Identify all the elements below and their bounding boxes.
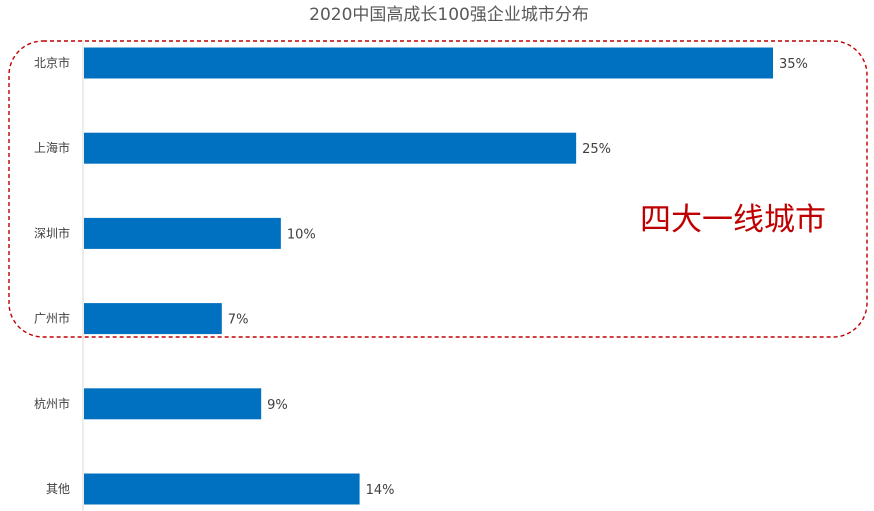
bar	[84, 473, 360, 505]
data-label: 35%	[779, 57, 808, 72]
category-label: 广州市	[34, 311, 70, 326]
category-label: 其他	[46, 482, 70, 496]
data-label: 9%	[267, 398, 288, 413]
bar	[84, 303, 222, 335]
data-label: 10%	[287, 227, 316, 242]
bar	[84, 217, 281, 249]
data-label: 7%	[228, 313, 249, 328]
chart-marks: 北京市 35% 上海市 25% 深圳市 10% 广州市 7% 杭州市 9% 其他 14%	[34, 47, 808, 505]
bar	[84, 388, 262, 420]
chart-title: 2020中国高成长100强企业城市分布	[309, 5, 589, 25]
data-label: 14%	[366, 483, 395, 498]
category-label: 上海市	[34, 140, 70, 155]
bar	[84, 47, 773, 79]
category-label: 杭州市	[34, 396, 70, 411]
annotation-box	[8, 40, 868, 338]
category-label: 北京市	[34, 55, 70, 70]
bar	[84, 132, 577, 164]
category-label: 深圳市	[34, 225, 70, 240]
annotation-label: 四大一线城市	[640, 202, 826, 238]
data-label: 25%	[582, 142, 611, 157]
